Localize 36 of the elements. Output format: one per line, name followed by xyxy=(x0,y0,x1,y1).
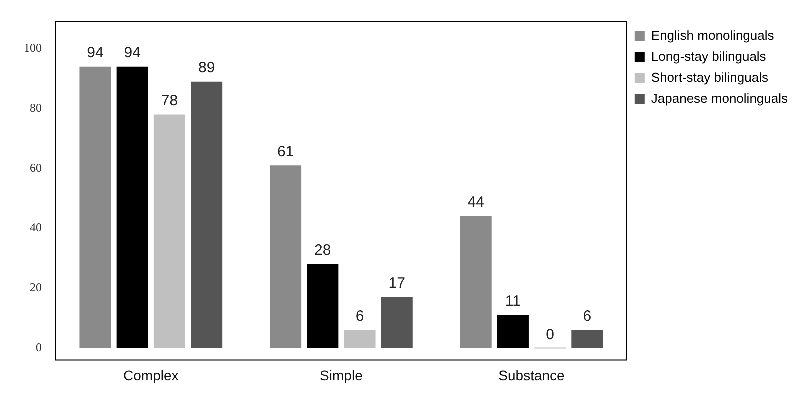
y-tick-label: 20 xyxy=(30,280,42,295)
bar xyxy=(381,297,413,348)
y-tick-label: 100 xyxy=(24,41,42,56)
legend-label: English monolinguals xyxy=(651,28,775,44)
bar xyxy=(191,82,223,348)
data-label: 89 xyxy=(198,60,216,76)
data-label: 44 xyxy=(468,194,484,212)
data-label: 94 xyxy=(124,44,141,62)
data-label: 61 xyxy=(277,143,294,160)
bar xyxy=(344,330,376,348)
x-tick-label: Simple xyxy=(320,367,364,384)
y-tick-label: 80 xyxy=(30,100,42,115)
x-tick-label: Complex xyxy=(124,367,179,384)
bar xyxy=(572,330,604,348)
x-tick-label: Substance xyxy=(498,367,566,384)
data-label: 11 xyxy=(505,292,521,310)
bar xyxy=(307,264,339,348)
data-label: 78 xyxy=(161,92,178,110)
data-label: 17 xyxy=(388,274,406,292)
y-tick-label: 40 xyxy=(30,220,42,235)
bar xyxy=(270,166,302,348)
data-label: 94 xyxy=(87,44,104,62)
legend-label: Japanese monolinguals xyxy=(651,91,788,106)
data-label: 6 xyxy=(356,308,364,325)
bar xyxy=(154,114,186,348)
bar xyxy=(497,315,529,348)
data-label: 0 xyxy=(546,326,554,344)
data-label: 6 xyxy=(583,308,592,325)
legend-label: Long-stay bilinguals xyxy=(651,49,767,64)
bar xyxy=(80,66,112,348)
legend-label: Short-stay bilinguals xyxy=(651,70,769,86)
y-tick-label: 60 xyxy=(30,160,42,175)
y-tick-label: 0 xyxy=(36,340,42,354)
bar xyxy=(460,216,492,348)
bar xyxy=(116,66,148,348)
data-label: 28 xyxy=(314,242,332,260)
